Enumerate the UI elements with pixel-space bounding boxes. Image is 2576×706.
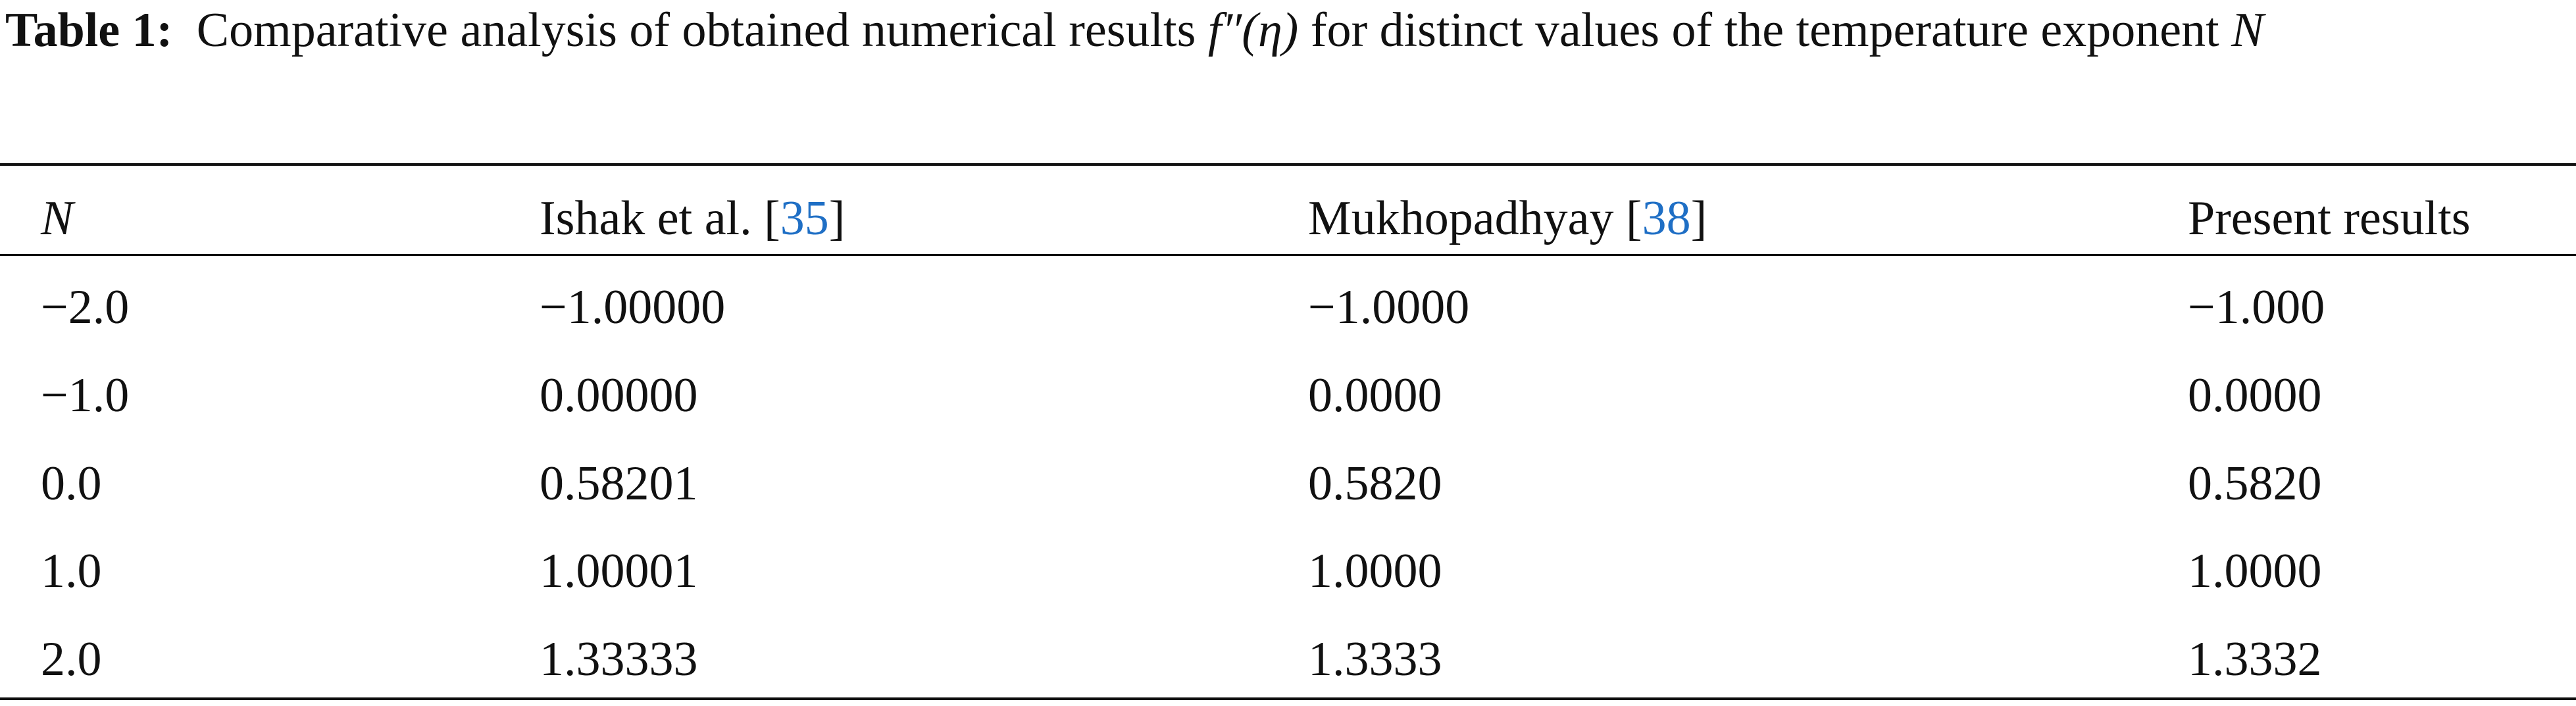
header-text: Present results [2188,191,2471,245]
table-cell: −2.0 [41,280,130,334]
table-cell: −1.00000 [540,280,726,334]
table-cell: 1.0000 [1308,544,1442,598]
table-cell: −1.0 [41,368,130,422]
table-cell: 0.58201 [540,457,698,511]
header-cell: Ishak et al. [35] [540,192,845,245]
header-cell: Present results [2188,192,2471,245]
table-cell: 1.33333 [540,632,698,686]
table-cell: −1.000 [2188,280,2325,334]
header-text: ] [828,191,846,245]
header-text: Ishak et al. [ [540,191,780,245]
header-text: Mukhopadhyay [ [1308,191,1642,245]
table-cell: 0.00000 [540,368,698,422]
header-text: ] [1690,191,1707,245]
caption-variable: N [2231,3,2264,57]
table-cell: 1.0 [41,544,102,598]
reference-link[interactable]: 35 [780,191,829,245]
header-cell: Mukhopadhyay [38] [1308,192,1707,245]
top-rule [0,163,2576,166]
table-cell: 1.3333 [1308,632,1442,686]
table-cell: 0.0000 [2188,368,2322,422]
caption-math: f″(η) [1207,3,1299,57]
bottom-rule [0,697,2576,700]
caption: Table 1: Comparative analysis of obtaine… [5,0,2565,61]
caption-label: Table 1: [5,3,173,57]
table-cell: 2.0 [41,632,102,686]
table-cell: 1.00001 [540,544,698,598]
reference-link[interactable]: 38 [1642,191,1691,245]
table-cell: 0.5820 [1308,457,1442,511]
table-cell: 1.0000 [2188,544,2322,598]
header-text: N [41,191,74,245]
caption-text: for distinct values of the temperature e… [1310,3,2219,57]
table-cell: −1.0000 [1308,280,1470,334]
header-rule [0,254,2576,256]
header-cell: N [41,192,73,245]
table-cell: 1.3332 [2188,632,2322,686]
table-cell: 0.0 [41,457,102,511]
table-cell: 0.5820 [2188,457,2322,511]
caption-text: Comparative analysis of obtained numeric… [196,3,1196,57]
table-cell: 0.0000 [1308,368,1442,422]
